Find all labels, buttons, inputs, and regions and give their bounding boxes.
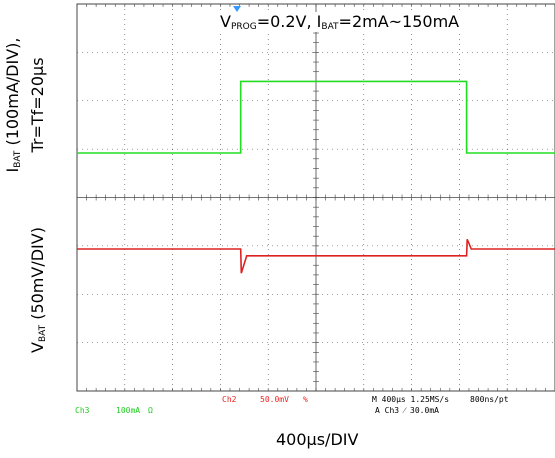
- timebase-readout: M 400μs 1.25MS/s: [372, 395, 449, 404]
- ch2-coupling-readout: %: [303, 395, 308, 404]
- ibat-axis-label: IBAT (100mA/DIV), Tr=Tf=20μs: [3, 37, 47, 173]
- ch2-readout: Ch2: [222, 395, 237, 404]
- ch2-scale-readout: 50.0mV: [260, 395, 289, 404]
- trigger-readout: A Ch3 ⁄ 30.0mA: [375, 406, 439, 415]
- ibat-trace: [77, 80, 555, 154]
- trace-layer: [77, 80, 555, 274]
- trigger-position-marker: [233, 6, 241, 12]
- plot-grid: [76, 3, 555, 392]
- vbat-trace: [77, 238, 555, 274]
- vbat-axis-label: VBAT (50mV/DIV): [28, 227, 48, 353]
- ch3-scale-readout: 100mA: [116, 406, 140, 415]
- ch3-coupling-readout: Ω: [148, 406, 153, 415]
- conditions-annotation: VPROG=0.2V, IBAT=2mA~150mA: [218, 12, 462, 32]
- x-axis-label: 400μs/DIV: [276, 430, 359, 449]
- record-readout: 800ns/pt: [470, 395, 509, 404]
- ch3-readout: Ch3: [75, 406, 90, 415]
